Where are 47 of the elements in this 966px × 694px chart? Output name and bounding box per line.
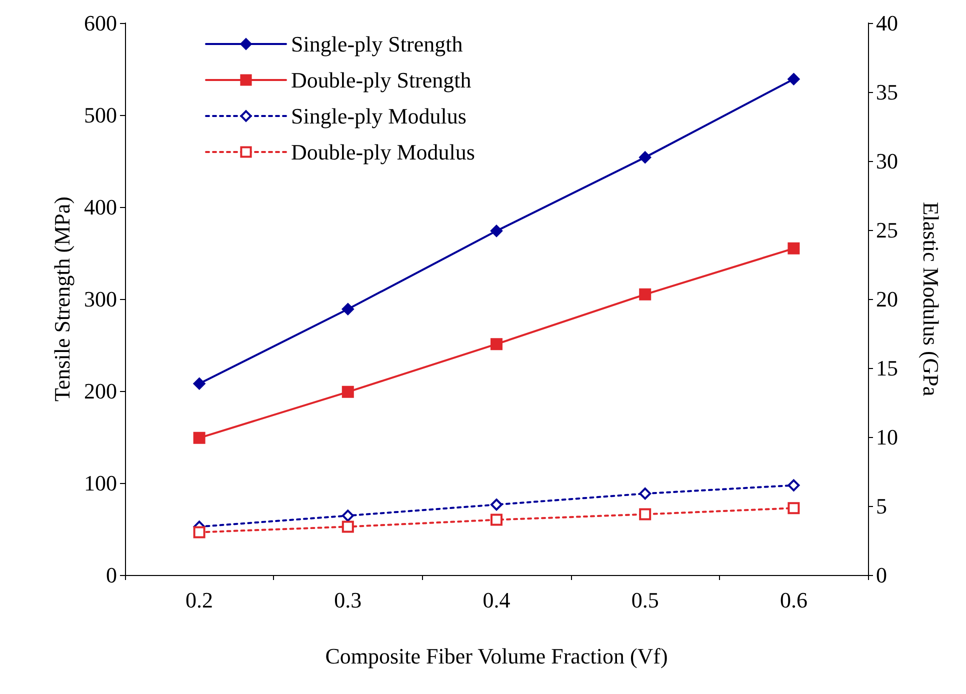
y2-axis-title: Elastic Modulus (GPa <box>918 202 944 396</box>
point <box>788 73 800 86</box>
point <box>639 288 652 300</box>
y-tick-label: 100 <box>84 470 117 496</box>
y-tick-label: 600 <box>84 10 117 36</box>
legend-label: Single-ply Modulus <box>291 104 466 128</box>
y2-tick-label: 10 <box>876 424 898 450</box>
point <box>490 498 502 511</box>
point <box>639 151 652 164</box>
x-tick-label: 0.3 <box>334 588 362 612</box>
y2-tick-label: 20 <box>876 286 898 312</box>
point <box>342 386 354 398</box>
y-tick-label: 300 <box>84 286 117 312</box>
point <box>788 242 800 254</box>
point <box>490 338 502 350</box>
y-tick-label: 0 <box>106 562 117 588</box>
x-tick-label: 0.2 <box>186 588 214 612</box>
x-tick-label: 0.6 <box>780 588 808 612</box>
point <box>193 378 206 390</box>
y2-tick-label: 30 <box>876 148 898 174</box>
point <box>490 514 502 526</box>
legend-label: Double-ply Modulus <box>291 140 475 164</box>
y-axis-title: Tensile Strength (MPa) <box>50 196 74 402</box>
y2-tick-label: 25 <box>876 218 898 242</box>
x-tick-label: 0.4 <box>482 588 510 612</box>
point <box>342 303 354 316</box>
x-axis-title: Composite Fiber Volume Fraction (Vf) <box>325 644 668 668</box>
y2-tick-label: 40 <box>876 10 898 36</box>
point <box>490 224 502 237</box>
y-tick-label: 400 <box>84 194 117 220</box>
y-tick-label: 500 <box>84 102 117 128</box>
x-tick-label: 0.5 <box>631 588 659 612</box>
point <box>788 479 800 492</box>
legend-label: Single-ply Strength <box>291 32 463 56</box>
legend-label: Double-ply Strength <box>291 68 472 92</box>
point <box>193 526 206 538</box>
y2-tick-label: 5 <box>876 494 887 518</box>
y-tick-label: 200 <box>84 378 117 404</box>
point <box>788 502 800 514</box>
point <box>193 432 206 444</box>
y2-tick-label: 35 <box>876 80 898 104</box>
point <box>342 520 354 533</box>
point <box>639 488 652 500</box>
y2-tick-label: 15 <box>876 356 898 380</box>
point <box>342 510 354 522</box>
point <box>639 508 652 520</box>
y2-tick-label: 0 <box>876 562 887 588</box>
